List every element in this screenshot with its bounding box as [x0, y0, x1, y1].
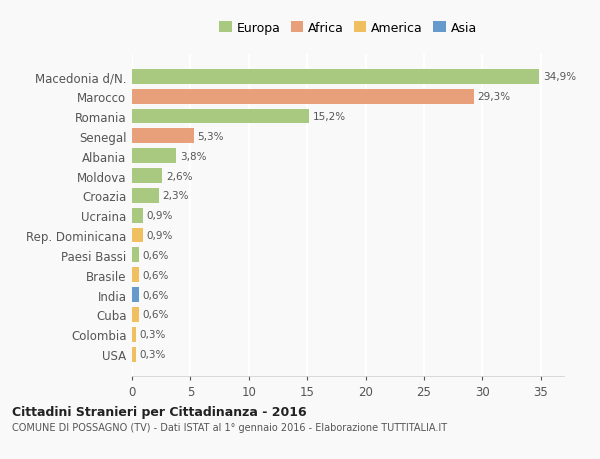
Bar [132, 347, 136, 362]
Bar [132, 228, 143, 243]
Bar [132, 208, 143, 223]
Text: 0,9%: 0,9% [146, 230, 172, 241]
Text: Cittadini Stranieri per Cittadinanza - 2016: Cittadini Stranieri per Cittadinanza - 2… [12, 405, 307, 419]
Text: 0,6%: 0,6% [143, 250, 169, 260]
Bar [132, 90, 474, 104]
Bar [132, 189, 159, 203]
Bar [132, 70, 539, 84]
Text: 0,3%: 0,3% [139, 330, 166, 340]
Legend: Europa, Africa, America, Asia: Europa, Africa, America, Asia [217, 20, 479, 38]
Bar [132, 129, 194, 144]
Text: 15,2%: 15,2% [313, 112, 346, 122]
Text: 0,3%: 0,3% [139, 349, 166, 359]
Bar [132, 327, 136, 342]
Text: 3,8%: 3,8% [180, 151, 206, 161]
Text: 29,3%: 29,3% [478, 92, 511, 102]
Text: COMUNE DI POSSAGNO (TV) - Dati ISTAT al 1° gennaio 2016 - Elaborazione TUTTITALI: COMUNE DI POSSAGNO (TV) - Dati ISTAT al … [12, 423, 447, 432]
Bar [132, 109, 310, 124]
Text: 0,6%: 0,6% [143, 290, 169, 300]
Bar [132, 169, 163, 184]
Bar [132, 287, 139, 302]
Bar [132, 308, 139, 322]
Bar [132, 248, 139, 263]
Text: 5,3%: 5,3% [197, 132, 224, 141]
Bar [132, 268, 139, 283]
Bar [132, 149, 176, 164]
Text: 2,3%: 2,3% [163, 191, 189, 201]
Text: 34,9%: 34,9% [543, 72, 576, 82]
Text: 0,9%: 0,9% [146, 211, 172, 221]
Text: 2,6%: 2,6% [166, 171, 193, 181]
Text: 0,6%: 0,6% [143, 270, 169, 280]
Text: 0,6%: 0,6% [143, 310, 169, 320]
